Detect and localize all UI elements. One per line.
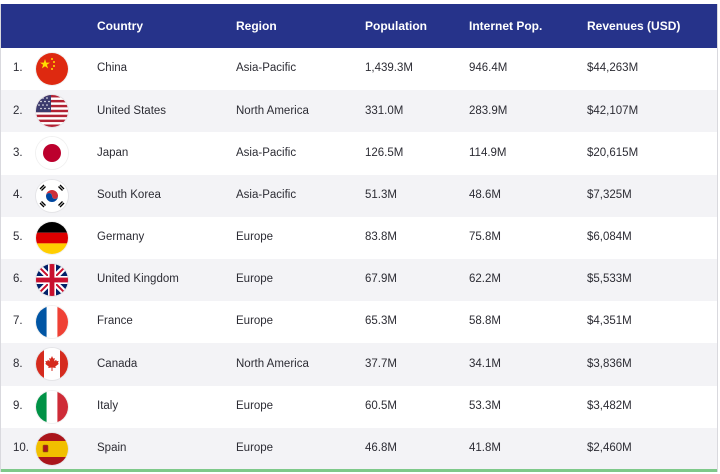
internet-pop-cell: 114.9M xyxy=(469,146,507,159)
region-cell: Asia-Pacific xyxy=(236,146,297,159)
revenues-cell: $20,615M xyxy=(587,146,639,159)
table-row: 4. South Korea Asia-Pacific 51.3M 48.6M … xyxy=(1,174,717,217)
table-row: 10. Spain Europe 46.8M 41.8M $2,460M xyxy=(1,427,717,470)
population-cell: 83.8M xyxy=(365,231,397,244)
internet-pop-cell: 75.8M xyxy=(469,231,501,244)
population-cell: 60.5M xyxy=(365,399,397,412)
population-cell: 37.7M xyxy=(365,357,397,370)
internet-pop-cell: 48.6M xyxy=(469,188,501,201)
region-cell: Europe xyxy=(236,231,274,244)
country-cell: France xyxy=(97,315,133,328)
revenues-cell: $4,351M xyxy=(587,315,632,328)
population-cell: 126.5M xyxy=(365,146,404,159)
table-row: 8. Canada North America 37.7M 34.1M $3,8… xyxy=(1,343,717,386)
country-cell: Spain xyxy=(97,442,127,455)
germany-flag-icon xyxy=(36,221,68,254)
region-cell: Europe xyxy=(236,315,274,328)
revenues-cell: $3,482M xyxy=(587,399,632,412)
table-row: 6. United Kingdom Europe 67.9M 62.2M $5,… xyxy=(1,258,717,302)
internet-pop-cell: 41.8M xyxy=(469,442,501,455)
table-row: 9. Italy Europe 60.5M 53.3M $3,482M xyxy=(1,385,717,428)
rank-cell: 3. xyxy=(13,146,23,159)
region-cell: Asia-Pacific xyxy=(236,188,297,201)
region-cell: Asia-Pacific xyxy=(236,62,297,75)
region-cell: Europe xyxy=(236,442,274,455)
rank-cell: 10. xyxy=(13,442,29,455)
spain-flag-icon xyxy=(36,432,68,465)
revenues-cell: $7,325M xyxy=(587,188,632,201)
south-korea-flag-icon xyxy=(36,179,68,212)
country-cell: Japan xyxy=(97,146,129,159)
canada-flag-icon xyxy=(36,348,68,381)
revenues-cell: $44,263M xyxy=(587,62,639,75)
header-population: Population xyxy=(365,19,427,33)
china-flag-icon xyxy=(36,53,68,86)
country-cell: China xyxy=(97,62,128,75)
internet-pop-cell: 283.9M xyxy=(469,104,508,117)
internet-pop-cell: 34.1M xyxy=(469,357,501,370)
bottom-accent-bar xyxy=(1,469,717,472)
internet-pop-cell: 53.3M xyxy=(469,399,501,412)
japan-flag-icon xyxy=(36,137,68,170)
uk-flag-icon xyxy=(36,264,68,297)
population-cell: 331.0M xyxy=(365,104,404,117)
rank-cell: 8. xyxy=(13,357,23,370)
country-cell: Italy xyxy=(97,399,119,412)
population-cell: 51.3M xyxy=(365,188,397,201)
country-cell: United Kingdom xyxy=(97,273,179,286)
table-row: 5. Germany Europe 83.8M 75.8M $6,084M xyxy=(1,216,717,259)
table-row: 7. France Europe 65.3M 58.8M $4,351M xyxy=(1,301,717,344)
region-cell: Europe xyxy=(236,399,274,412)
population-cell: 65.3M xyxy=(365,315,397,328)
country-cell: Canada xyxy=(97,357,138,370)
header-revenues: Revenues (USD) xyxy=(587,19,681,33)
revenues-cell: $42,107M xyxy=(587,104,639,117)
region-cell: Europe xyxy=(236,273,274,286)
country-cell: South Korea xyxy=(97,188,161,201)
region-cell: North America xyxy=(236,104,309,117)
rank-cell: 5. xyxy=(13,231,23,244)
population-cell: 67.9M xyxy=(365,273,397,286)
revenues-cell: $6,084M xyxy=(587,231,632,244)
rank-cell: 9. xyxy=(13,399,23,412)
usa-flag-icon xyxy=(36,95,68,128)
revenues-cell: $3,836M xyxy=(587,357,632,370)
rank-cell: 7. xyxy=(13,315,23,328)
table-row: 1. China Asia-Pacific 1,439.3M 946.4M $4… xyxy=(1,48,717,91)
revenues-cell: $2,460M xyxy=(587,442,632,455)
table-body: 1. China Asia-Pacific 1,439.3M 946.4M $4… xyxy=(1,48,717,470)
table-row: 3. Japan Asia-Pacific 126.5M 114.9M $20,… xyxy=(1,132,717,175)
rank-cell: 1. xyxy=(13,62,23,75)
france-flag-icon xyxy=(36,306,68,339)
table-row: 2. United States North America 331.0M 28… xyxy=(1,90,717,133)
population-cell: 1,439.3M xyxy=(365,62,413,75)
header-country: Country xyxy=(97,19,143,33)
header-internet-pop: Internet Pop. xyxy=(469,19,543,33)
table-header: Country Region Population Internet Pop. … xyxy=(1,4,717,48)
rank-cell: 6. xyxy=(13,273,23,286)
rank-cell: 4. xyxy=(13,188,23,201)
header-region: Region xyxy=(236,19,277,33)
revenues-cell: $5,533M xyxy=(587,273,632,286)
internet-pop-cell: 62.2M xyxy=(469,273,501,286)
internet-pop-cell: 946.4M xyxy=(469,62,508,75)
italy-flag-icon xyxy=(36,390,68,423)
region-cell: North America xyxy=(236,357,309,370)
population-cell: 46.8M xyxy=(365,442,397,455)
rank-cell: 2. xyxy=(13,104,23,117)
revenue-table: Country Region Population Internet Pop. … xyxy=(0,4,718,472)
internet-pop-cell: 58.8M xyxy=(469,315,501,328)
country-cell: United States xyxy=(97,104,167,117)
country-cell: Germany xyxy=(97,231,145,244)
